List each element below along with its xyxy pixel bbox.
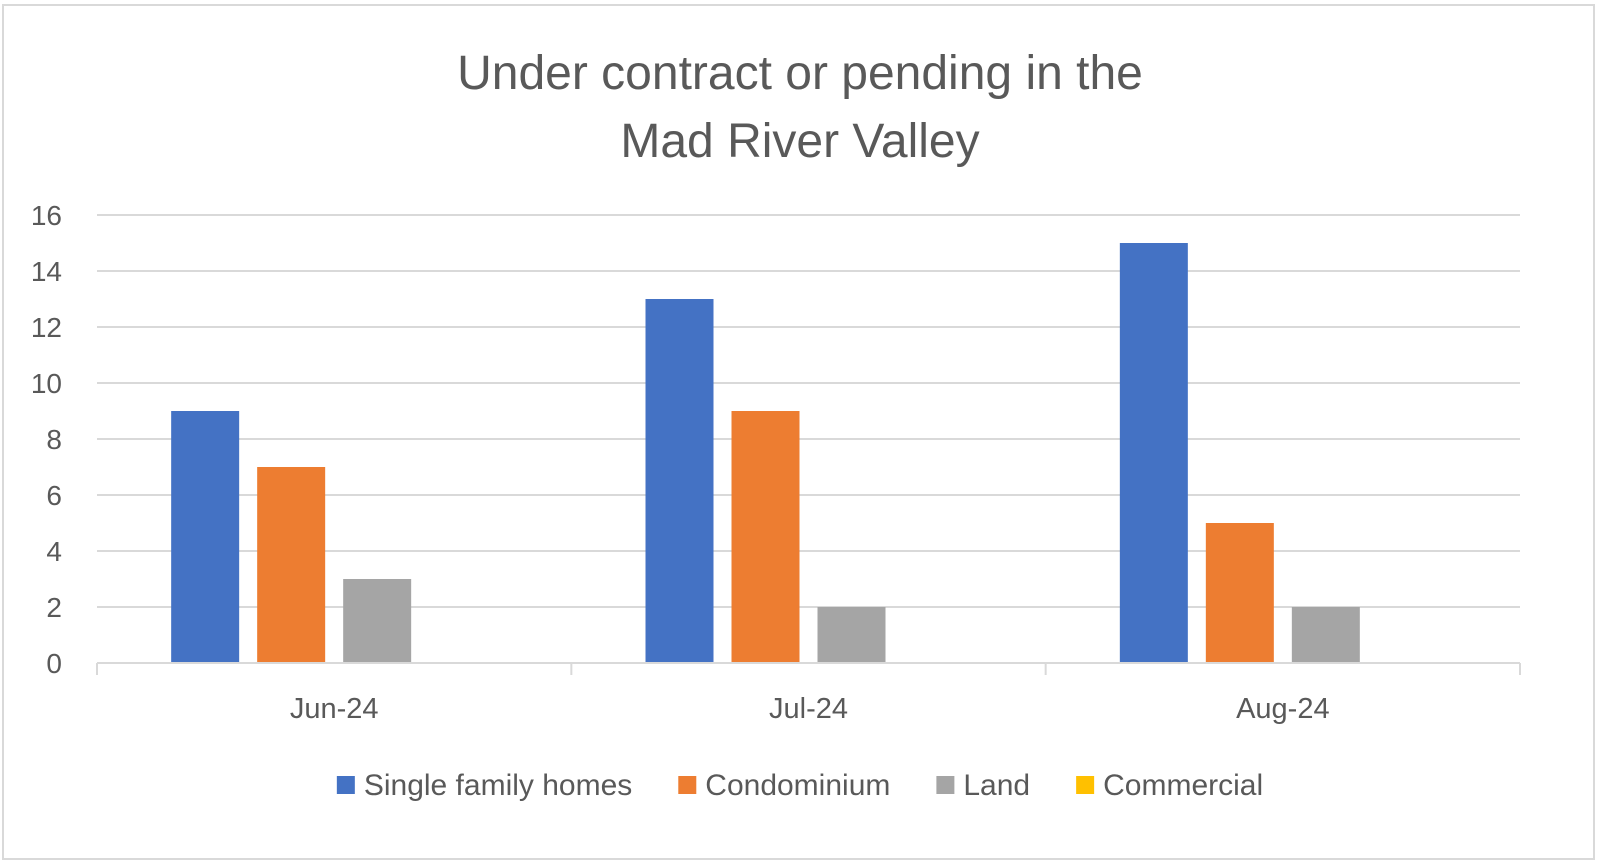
legend-label-commercial: Commercial <box>1103 769 1263 802</box>
legend-swatch-land <box>936 776 955 794</box>
y-tick-label-12: 12 <box>31 312 62 343</box>
y-tick-label-10: 10 <box>31 368 62 399</box>
bar-single-family-homes-Jun-24 <box>171 411 240 663</box>
chart-title-line-2: Mad River Valley <box>620 115 980 168</box>
chart-title-line-1: Under contract or pending in the <box>457 47 1143 100</box>
bar-condominium-Jun-24 <box>257 467 326 663</box>
chart-title: Under contract or pending in the Mad Riv… <box>0 40 1600 176</box>
legend-swatch-single-family-homes <box>336 776 355 794</box>
gridlines <box>97 214 1520 608</box>
x-tick-label-Jul-24: Jul-24 <box>769 693 848 725</box>
x-tick-label-Aug-24: Aug-24 <box>1236 693 1330 725</box>
bar-single-family-homes-Jul-24 <box>645 299 714 663</box>
bar-single-family-homes-Aug-24 <box>1119 243 1188 663</box>
y-tick-label-16: 16 <box>31 200 62 231</box>
bars <box>171 243 1360 663</box>
legend-label-single-family-homes: Single family homes <box>364 769 632 802</box>
bar-condominium-Aug-24 <box>1205 523 1274 663</box>
legend-swatch-commercial <box>1076 776 1095 794</box>
x-axis: Jun-24 Jul-24 Aug-24 <box>96 662 1521 725</box>
bar-land-Jul-24 <box>817 607 886 663</box>
bar-land-Aug-24 <box>1291 607 1360 663</box>
y-axis-ticks: 0 2 4 6 8 10 12 14 16 <box>31 200 62 679</box>
y-tick-label-8: 8 <box>46 424 62 455</box>
x-tick-label-Jun-24: Jun-24 <box>290 693 379 725</box>
y-tick-label-14: 14 <box>31 256 62 287</box>
y-tick-label-0: 0 <box>46 648 62 679</box>
legend-label-land: Land <box>963 769 1030 802</box>
legend-label-condominium: Condominium <box>705 769 890 802</box>
legend-swatch-condominium <box>678 776 697 794</box>
bar-land-Jun-24 <box>343 579 412 663</box>
y-tick-label-4: 4 <box>46 536 62 567</box>
legend: Single family homes Condominium Land Commer… <box>336 769 1263 802</box>
y-tick-label-2: 2 <box>46 592 62 623</box>
bar-condominium-Jul-24 <box>731 411 800 663</box>
y-tick-label-6: 6 <box>46 480 62 511</box>
